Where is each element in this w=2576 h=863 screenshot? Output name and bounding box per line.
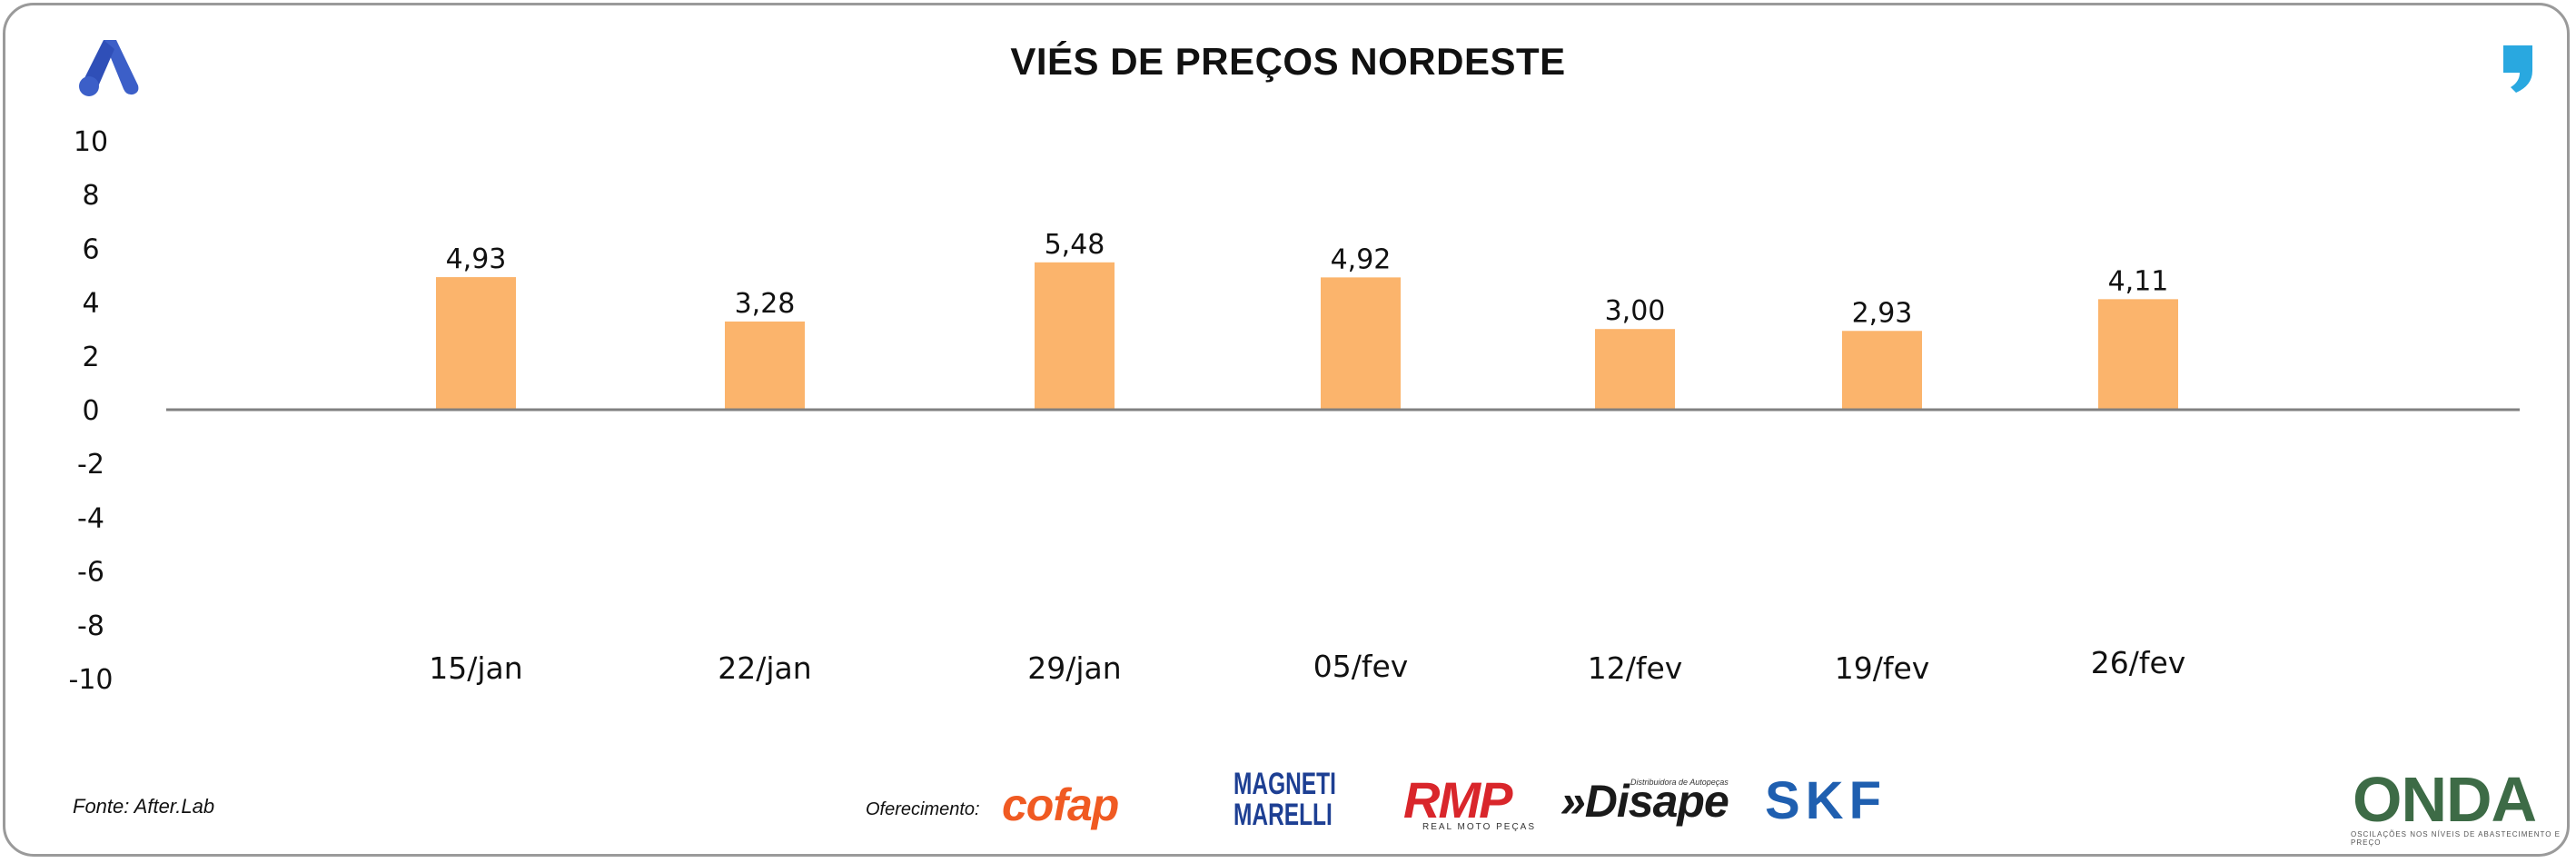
onda-logo-subtitle: OSCILAÇÕES NOS NÍVEIS DE ABASTECIMENTO E…	[2351, 830, 2561, 847]
chart-title: VIÉS DE PREÇOS NORDESTE	[1010, 40, 1566, 83]
bar-chart: 10 8 6 4 2 0 -2 -4 -6 -8 -10 4,93 3,28 5,48 4,92 3,00 2,…	[69, 126, 2520, 696]
onda-logo: ONDA	[2353, 764, 2537, 835]
sponsor-label: Oferecimento:	[866, 799, 980, 819]
bar	[2098, 299, 2178, 410]
bar	[1842, 331, 1922, 410]
x-tick-label: 19/fev	[1835, 650, 1930, 686]
disape-logo: »Disape	[1560, 776, 1729, 827]
data-label: 3,28	[735, 288, 796, 320]
y-tick-label: -6	[77, 557, 104, 589]
data-label: 4,11	[2108, 265, 2169, 297]
y-tick-label: -8	[77, 610, 104, 642]
x-tick-label: 22/jan	[718, 650, 811, 686]
rmp-logo-subtitle: REAL MOTO PEÇAS	[1422, 822, 1537, 832]
y-tick-label: 4	[82, 288, 99, 320]
cofap-logo: cofap	[1002, 779, 1119, 830]
skf-logo: SKF	[1765, 771, 1887, 830]
y-tick-label: 10	[74, 126, 108, 158]
y-tick-label: 0	[82, 395, 99, 427]
y-tick-label: 8	[82, 180, 99, 212]
x-tick-label: 15/jan	[429, 650, 522, 686]
rmp-logo: RMP	[1403, 771, 1512, 828]
data-label: 4,93	[446, 243, 507, 275]
y-tick-label: -10	[69, 664, 114, 696]
x-tick-label: 05/fev	[1313, 649, 1409, 684]
y-tick-label: -4	[77, 502, 104, 534]
quote-mark-icon	[2503, 45, 2532, 93]
data-label: 2,93	[1852, 297, 1913, 329]
disape-logo-subtitle: Distribuidora de Autopeças	[1630, 778, 1729, 787]
source-note: Fonte: After.Lab	[73, 795, 215, 818]
y-tick-label: 2	[82, 342, 99, 373]
afterlab-a-logo-icon	[79, 40, 139, 96]
magneti-marelli-logo: MAGNETI MARELLI	[1234, 767, 1336, 832]
chart-card	[3, 3, 2570, 857]
bar	[436, 277, 516, 410]
bar	[1595, 329, 1675, 410]
x-tick-label: 26/fev	[2091, 645, 2186, 680]
bar	[1035, 262, 1115, 410]
x-tick-label: 12/fev	[1588, 650, 1683, 686]
y-tick-label: -2	[77, 449, 104, 481]
data-label: 4,92	[1331, 243, 1392, 275]
bar	[1321, 277, 1401, 410]
data-label: 5,48	[1045, 229, 1105, 261]
data-label: 3,00	[1605, 295, 1666, 327]
x-tick-label: 29/jan	[1027, 650, 1121, 686]
bar	[725, 321, 805, 410]
y-tick-label: 6	[82, 233, 99, 265]
